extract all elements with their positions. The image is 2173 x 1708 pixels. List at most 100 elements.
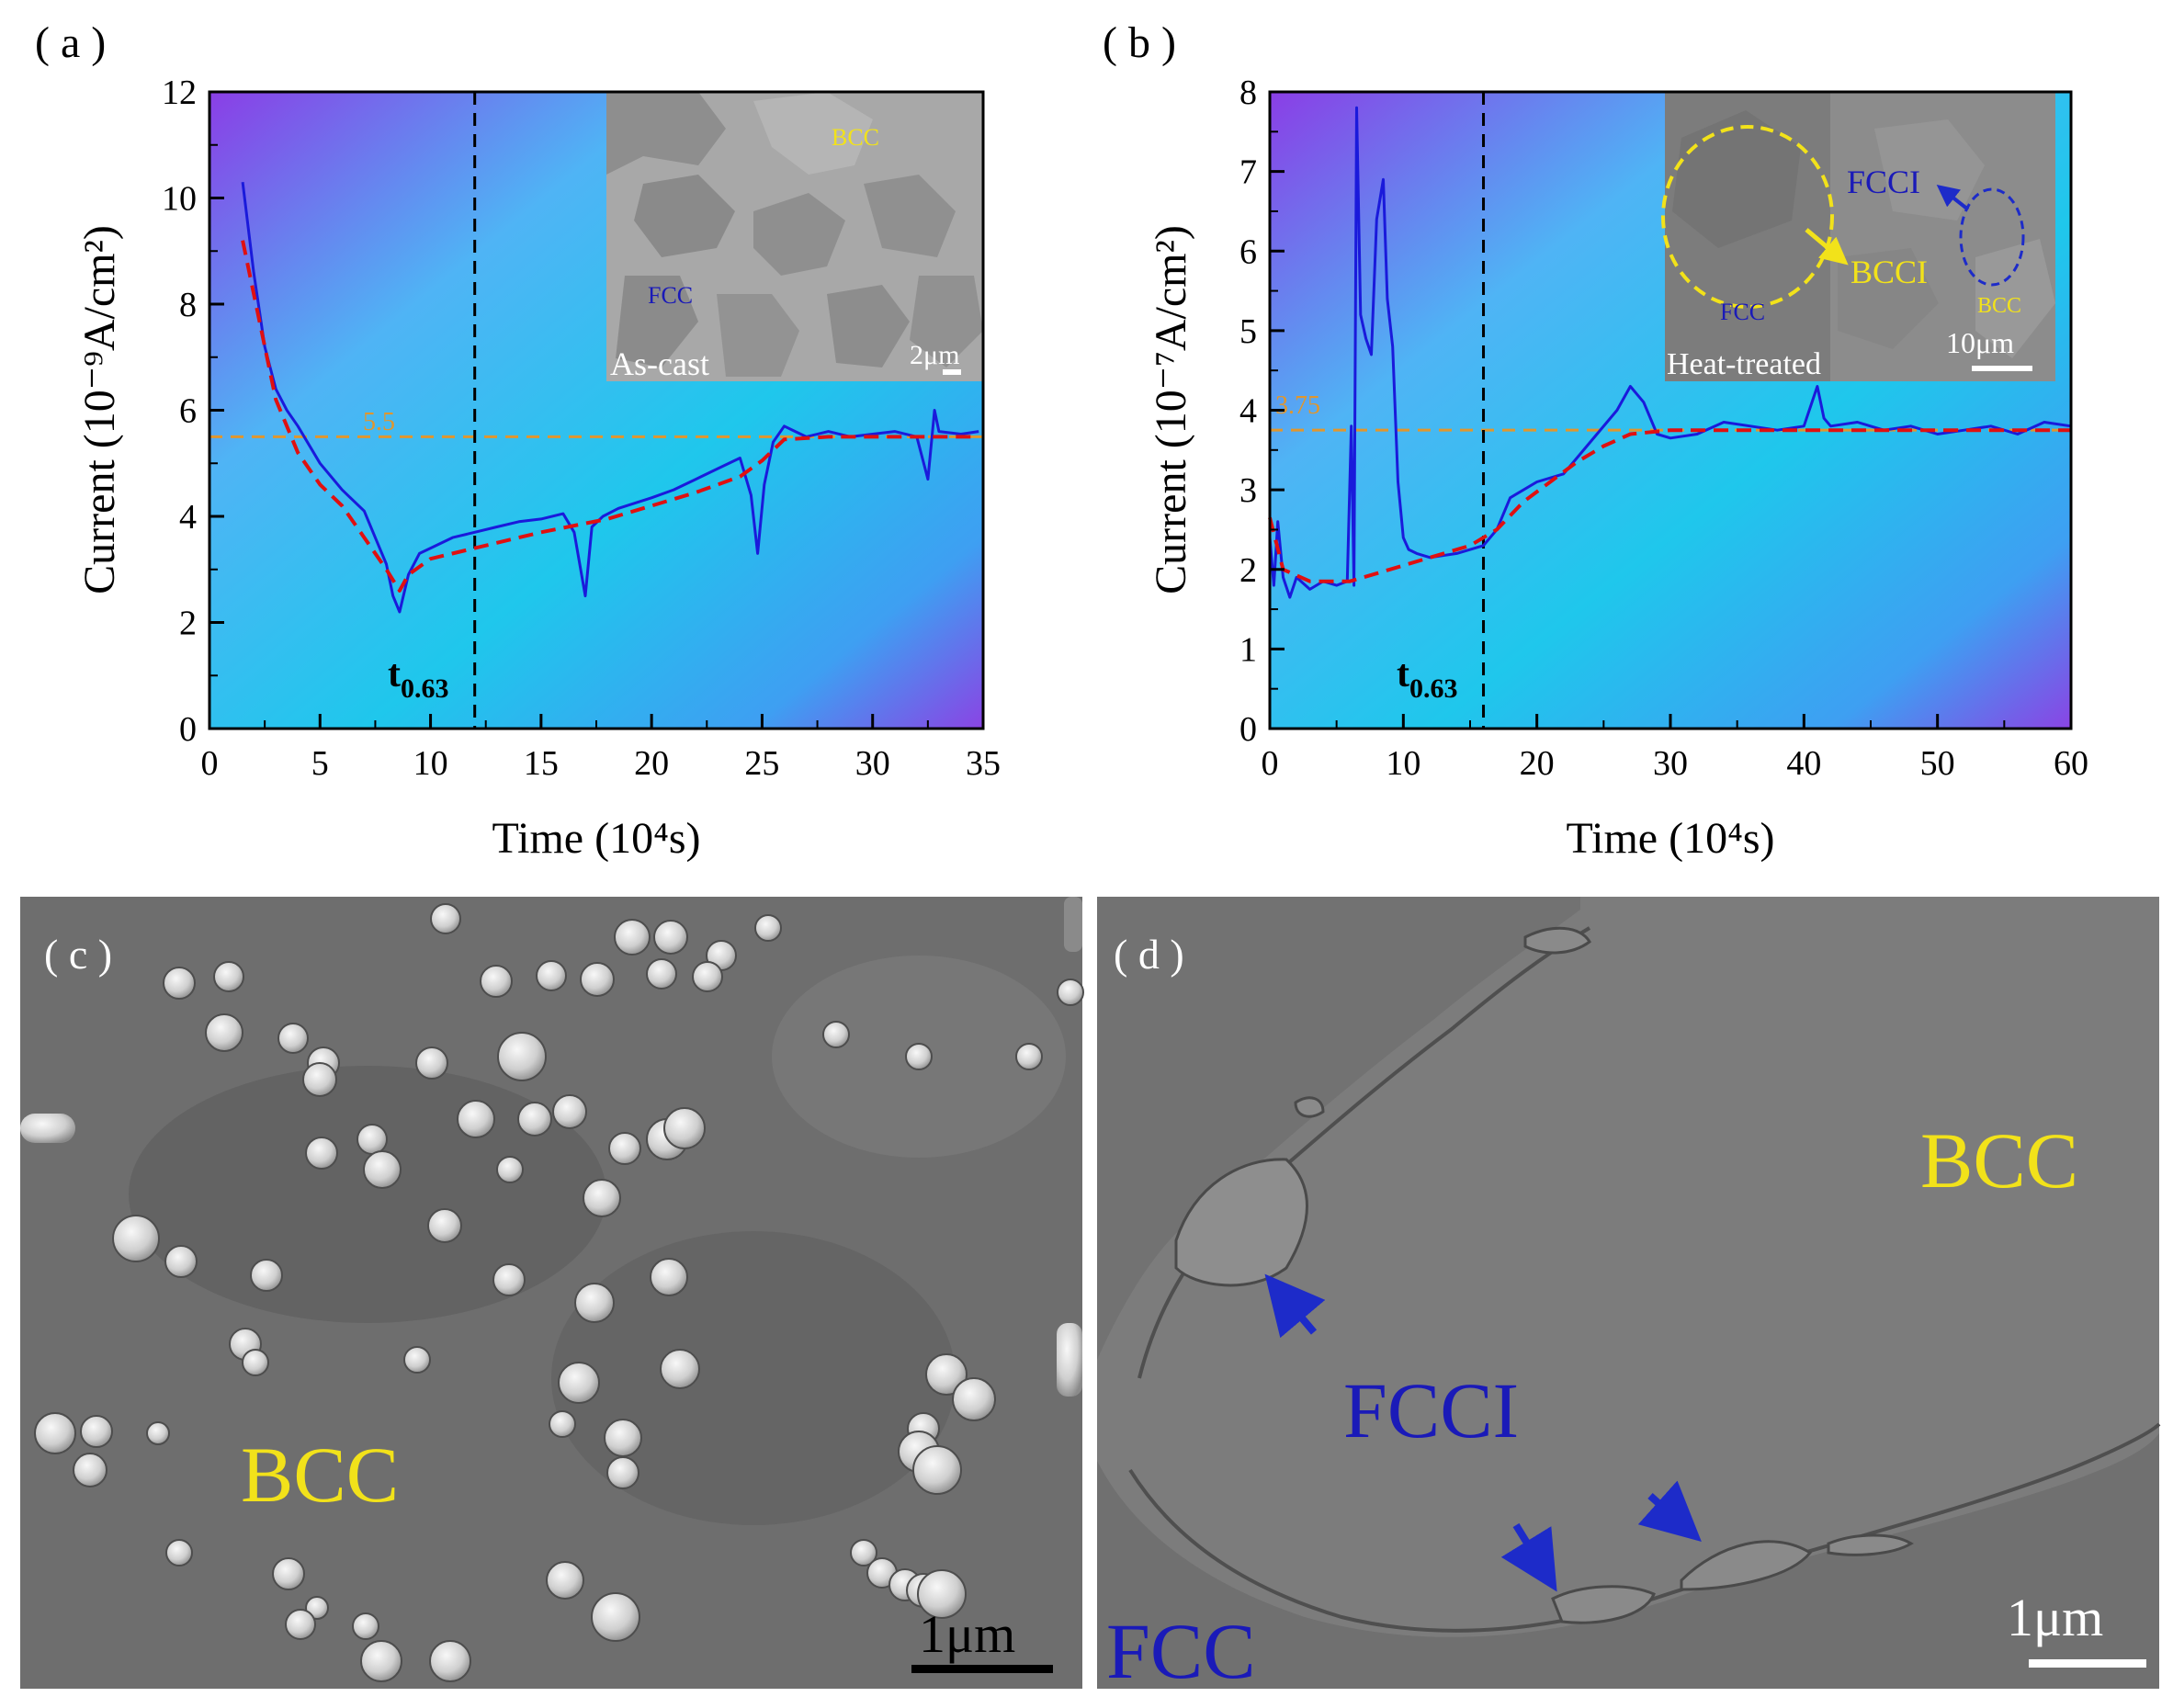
sem-c-particle	[163, 967, 196, 1000]
x-tick-label-a: 0	[201, 744, 219, 783]
sem-c-particle	[272, 1557, 305, 1590]
sem-d-arrow	[1500, 1522, 1557, 1592]
sem-c-particle	[917, 1569, 967, 1619]
sem-c-scale-label: 1μm	[919, 1604, 1015, 1664]
sem-c-bcc-label: BCC	[241, 1431, 399, 1519]
panel-c: ( c ) BCC 1μm	[20, 897, 1084, 1689]
x-tick-label-b: 0	[1262, 744, 1279, 783]
inset-a-scale-label: 2μm	[910, 340, 959, 370]
x-tick-label-a: 35	[966, 744, 1001, 783]
sem-c-particle	[165, 1539, 193, 1567]
plot-b-ylabel: Current (10⁻⁷A/cm²)	[1147, 225, 1195, 594]
plot-b-xlabel: Time (10⁴s)	[1567, 814, 1775, 863]
sem-c-particle	[302, 1062, 337, 1097]
t-symbol-a: t	[388, 653, 401, 696]
sem-c-particle	[692, 961, 723, 992]
sem-c-particle	[754, 914, 782, 942]
y-tick-label-a: 2	[179, 605, 197, 643]
plot-b-vline-label: t0.63	[1397, 653, 1458, 704]
y-tick-label-b: 4	[1239, 392, 1257, 431]
plot-a-hline-label: 5.5	[363, 408, 395, 436]
sem-c-particle	[604, 1419, 642, 1457]
sem-c-particle	[73, 1453, 108, 1487]
sem-c-particle	[305, 1137, 338, 1170]
sem-c-particle	[480, 965, 513, 998]
sem-c-particle	[650, 1258, 688, 1296]
plot-a-ticks: 0 5 10 15 20 25 30 35 0 2 4 6 8 10 12	[162, 74, 1001, 783]
y-tick-label-b: 1	[1239, 630, 1257, 669]
t-symbol-b: t	[1397, 653, 1409, 696]
inset-b-fcc-region	[1661, 125, 1834, 309]
y-tick-label-b: 0	[1239, 710, 1257, 749]
sem-c-particle	[517, 1102, 552, 1137]
inset-a-micrograph: BCC FCC As-cast 2μm	[606, 92, 983, 382]
y-tick-label-b: 8	[1239, 74, 1257, 112]
t-subscript-a: 0.63	[401, 673, 449, 704]
sem-c-particle	[242, 1349, 269, 1376]
sem-c-particle	[850, 1539, 877, 1567]
sem-c-particle	[952, 1377, 996, 1421]
x-tick-label-a: 10	[413, 744, 448, 783]
fit-line-b	[1268, 428, 2071, 583]
sem-c-particle	[357, 1124, 388, 1155]
x-tick-label-a: 20	[634, 744, 669, 783]
sem-d-fcci-precipitate	[1827, 1533, 1914, 1556]
panel-d: ( d ) BCC FCCI FCC 1μm	[1097, 897, 2161, 1695]
panel-b: ( b ) FCCI BCCI FCC BCC Heat-treated 10μ…	[1103, 18, 2088, 863]
panel-a: ( a ) BCC FCC As-cast 2μm 5.5 t0.63 0 5 10…	[35, 18, 1001, 863]
sem-c-particle	[285, 1609, 316, 1640]
inset-a-fcc-label: FCC	[648, 282, 693, 309]
panel-a-label: ( a )	[35, 18, 106, 67]
sem-c-particle	[403, 1346, 431, 1374]
sem-c-particle	[663, 1107, 706, 1149]
sem-d-fcc-label: FCC	[1106, 1607, 1256, 1695]
plot-b-hline-label: 3.75	[1275, 391, 1320, 420]
sem-d-fcci-precipitate	[1294, 1096, 1325, 1118]
sem-d-bcc-label: BCC	[1920, 1116, 2078, 1205]
x-tick-label-b: 10	[1386, 744, 1420, 783]
sem-c-particle	[427, 1208, 462, 1243]
plot-b-ticks: 0 10 20 30 40 50 60 0 1 2 3 4 5 6 7 8	[1239, 74, 2088, 783]
sem-c-particle	[614, 919, 651, 956]
inset-a-caption: As-cast	[610, 345, 709, 382]
sem-c-particle	[912, 1445, 962, 1495]
sem-c-particle	[457, 1100, 495, 1138]
x-tick-label-b: 30	[1653, 744, 1688, 783]
plot-a-ylabel: Current (10⁻⁹A/cm²)	[75, 225, 124, 594]
y-tick-label-a: 4	[179, 498, 197, 537]
y-tick-label-a: 8	[179, 286, 197, 324]
sem-d-fcci-precipitate	[1680, 1540, 1813, 1591]
inset-b-fcc-label: FCC	[1720, 299, 1765, 325]
y-tick-label-a: 12	[162, 74, 197, 112]
sem-c-particle	[352, 1612, 379, 1640]
x-tick-label-a: 25	[744, 744, 779, 783]
panel-b-label: ( b )	[1103, 18, 1176, 67]
sem-c-particle	[660, 1349, 700, 1389]
sem-c-particle	[653, 920, 688, 955]
sem-c-particle	[546, 1561, 584, 1600]
inset-b-yellow-arrow	[1805, 228, 1849, 266]
sem-c-particle	[1015, 1043, 1043, 1070]
inset-a-bcc-label: BCC	[832, 124, 879, 151]
sem-c-particle	[591, 1592, 640, 1642]
x-tick-label-b: 40	[1786, 744, 1821, 783]
y-tick-label-b: 3	[1239, 471, 1257, 510]
sem-c-particle	[213, 961, 244, 992]
sem-c-particle	[250, 1259, 283, 1292]
y-tick-label-b: 7	[1239, 153, 1257, 192]
sem-c-particle	[430, 903, 461, 934]
sem-c-particles	[20, 897, 1084, 1682]
sem-c-particle	[606, 1456, 639, 1489]
sem-c-particle	[492, 1263, 526, 1296]
x-tick-label-a: 15	[524, 744, 559, 783]
inset-b-scale-bar	[1972, 366, 2032, 371]
sem-c-particle	[1057, 978, 1084, 1006]
sem-d-fcc-grain-left	[1097, 897, 1580, 1360]
sem-c-particle	[146, 1421, 170, 1445]
plot-b-data	[1268, 92, 2072, 729]
y-tick-label-a: 0	[179, 710, 197, 749]
inset-b-blue-arrow	[1936, 185, 1970, 211]
inset-b-caption: Heat-treated	[1667, 347, 1821, 381]
sem-c-particle	[20, 1114, 75, 1143]
